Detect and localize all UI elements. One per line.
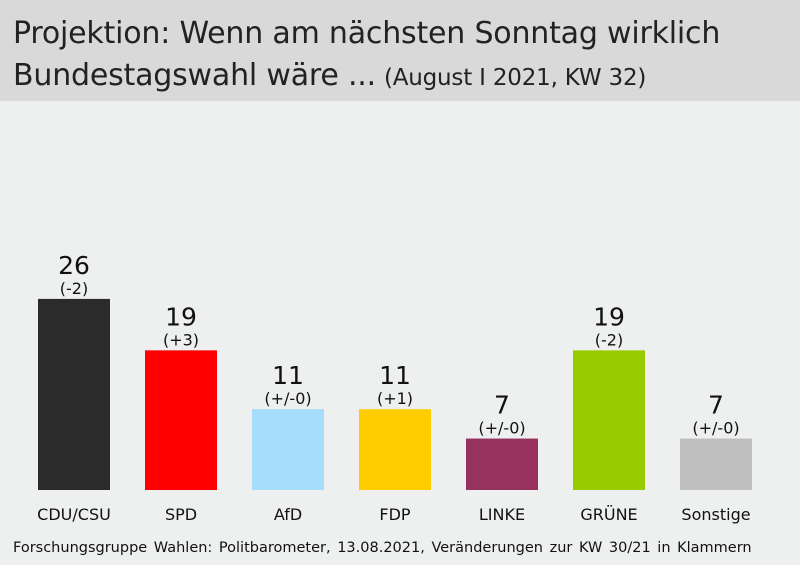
bar-chart: 26(-2)CDU/CSU19(+3)SPD11(+/-0)AfD11(+1)F…: [37, 251, 752, 524]
value-label-3: 11: [379, 361, 411, 390]
value-label-6: 7: [708, 391, 724, 420]
category-label-0: CDU/CSU: [37, 505, 111, 524]
category-label-1: SPD: [165, 505, 197, 524]
category-label-6: Sonstige: [681, 505, 750, 524]
value-label-1: 19: [165, 302, 197, 331]
bar-2: [252, 409, 324, 490]
bar-0: [38, 298, 110, 490]
chart-title-line2-text: Bundestagswahl wäre ...: [13, 58, 376, 93]
category-label-5: GRÜNE: [580, 505, 637, 524]
chart-subtitle: (August I 2021, KW 32): [383, 65, 647, 91]
value-label-5: 19: [593, 302, 625, 331]
source-note: Forschungsgruppe Wahlen: Politbarometer,…: [13, 540, 752, 556]
chart-header: Projektion: Wenn am nächsten Sonntag wir…: [0, 0, 800, 101]
chart-title-line1: Projektion: Wenn am nächsten Sonntag wir…: [13, 16, 721, 51]
change-label-5: (-2): [595, 330, 623, 349]
change-label-0: (-2): [60, 279, 88, 298]
bar-4: [466, 438, 538, 490]
change-label-2: (+/-0): [264, 389, 311, 408]
bar-3: [359, 409, 431, 490]
value-label-4: 7: [494, 391, 510, 420]
change-label-1: (+3): [163, 330, 199, 349]
change-label-3: (+1): [377, 389, 413, 408]
category-label-2: AfD: [274, 505, 302, 524]
bar-6: [680, 438, 752, 490]
bar-1: [145, 350, 217, 490]
category-label-4: LINKE: [479, 505, 525, 524]
change-label-6: (+/-0): [692, 419, 739, 438]
chart-title-line2: Bundestagswahl wäre ... (August I 2021, K…: [13, 58, 646, 93]
change-label-4: (+/-0): [478, 419, 525, 438]
value-label-0: 26: [58, 251, 90, 280]
category-label-3: FDP: [379, 505, 411, 524]
bar-5: [573, 350, 645, 490]
value-label-2: 11: [272, 361, 304, 390]
